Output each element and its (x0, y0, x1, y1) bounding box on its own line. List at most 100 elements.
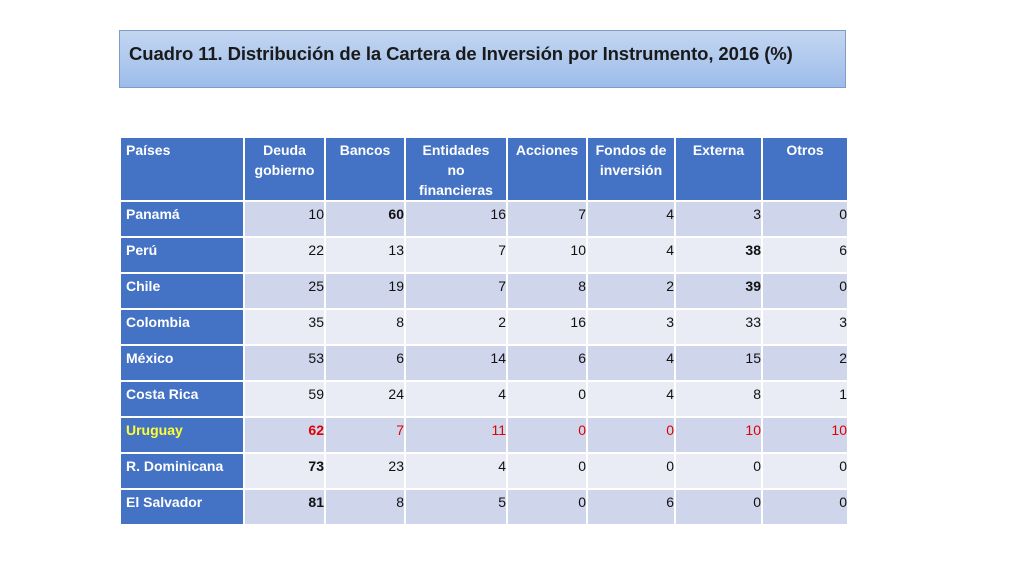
value-cell: 53 (243, 344, 326, 382)
value-cell: 39 (674, 272, 763, 310)
value-cell: 0 (506, 488, 588, 526)
header-line: Deuda (263, 142, 306, 158)
header-bancos: Bancos (324, 136, 406, 202)
country-cell: México (119, 344, 245, 382)
header-otros: Otros (761, 136, 849, 202)
header-line: Acciones (515, 142, 579, 158)
value-cell: 3 (674, 200, 763, 238)
value-cell: 7 (506, 200, 588, 238)
table-row: Chile 25 19 7 8 2 39 0 (119, 272, 849, 310)
value-cell: 0 (506, 380, 588, 418)
value-cell: 6 (586, 488, 676, 526)
value-cell: 7 (404, 236, 508, 274)
value-cell: 3 (761, 308, 849, 346)
country-cell: Costa Rica (119, 380, 245, 418)
value-cell: 24 (324, 380, 406, 418)
value-cell: 0 (586, 416, 676, 454)
country-cell: Chile (119, 272, 245, 310)
value-cell: 0 (761, 452, 849, 490)
value-cell: 10 (506, 236, 588, 274)
value-cell: 4 (586, 200, 676, 238)
table-row: Colombia 35 8 2 16 3 33 3 (119, 308, 849, 346)
value-cell: 8 (324, 488, 406, 526)
value-cell: 7 (324, 416, 406, 454)
value-cell: 11 (404, 416, 508, 454)
table-row: Uruguay 62 7 11 0 0 10 10 (119, 416, 849, 454)
value-cell: 2 (404, 308, 508, 346)
value-cell: 59 (243, 380, 326, 418)
table-row: El Salvador 81 8 5 0 6 0 0 (119, 488, 849, 526)
header-line: Bancos (339, 142, 391, 158)
portfolio-table: Países Deuda gobierno Bancos Entidades n… (119, 136, 849, 526)
value-cell: 14 (404, 344, 508, 382)
value-cell: 19 (324, 272, 406, 310)
header-line: no (447, 162, 465, 178)
value-cell: 6 (506, 344, 588, 382)
value-cell: 0 (586, 452, 676, 490)
value-cell: 0 (506, 416, 588, 454)
country-cell: Perú (119, 236, 245, 274)
value-cell: 0 (674, 488, 763, 526)
value-cell: 1 (761, 380, 849, 418)
value-cell: 5 (404, 488, 508, 526)
header-line: inversión (599, 162, 663, 178)
value-cell: 10 (761, 416, 849, 454)
value-cell: 13 (324, 236, 406, 274)
value-cell: 0 (761, 272, 849, 310)
value-cell: 4 (404, 380, 508, 418)
value-cell: 0 (674, 452, 763, 490)
value-cell: 2 (761, 344, 849, 382)
value-cell: 35 (243, 308, 326, 346)
value-cell: 8 (324, 308, 406, 346)
value-cell: 4 (586, 380, 676, 418)
value-cell: 16 (506, 308, 588, 346)
header-line: gobierno (254, 162, 315, 178)
country-cell: El Salvador (119, 488, 245, 526)
country-cell: Colombia (119, 308, 245, 346)
value-cell: 2 (586, 272, 676, 310)
value-cell: 33 (674, 308, 763, 346)
value-cell: 8 (506, 272, 588, 310)
value-cell: 10 (674, 416, 763, 454)
page-title: Cuadro 11. Distribución de la Cartera de… (129, 43, 793, 64)
header-line: financieras (419, 182, 493, 198)
header-line: Países (126, 142, 171, 158)
header-entidades-no-financieras: Entidades no financieras (404, 136, 508, 202)
table-row: Perú 22 13 7 10 4 38 6 (119, 236, 849, 274)
value-cell: 7 (404, 272, 508, 310)
header-externa: Externa (674, 136, 763, 202)
value-cell: 0 (761, 488, 849, 526)
country-cell: Panamá (119, 200, 245, 238)
table-row: Panamá 10 60 16 7 4 3 0 (119, 200, 849, 238)
table-row: México 53 6 14 6 4 15 2 (119, 344, 849, 382)
value-cell: 0 (761, 200, 849, 238)
country-cell: R. Dominicana (119, 452, 245, 490)
value-cell: 8 (674, 380, 763, 418)
value-cell: 15 (674, 344, 763, 382)
header-paises: Países (119, 136, 245, 202)
value-cell: 10 (243, 200, 326, 238)
value-cell: 4 (586, 236, 676, 274)
value-cell: 81 (243, 488, 326, 526)
value-cell: 6 (324, 344, 406, 382)
value-cell: 25 (243, 272, 326, 310)
value-cell: 3 (586, 308, 676, 346)
value-cell: 16 (404, 200, 508, 238)
table-header-row: Países Deuda gobierno Bancos Entidades n… (119, 136, 849, 202)
value-cell: 22 (243, 236, 326, 274)
header-acciones: Acciones (506, 136, 588, 202)
value-cell: 73 (243, 452, 326, 490)
header-line: Externa (692, 142, 745, 158)
value-cell: 23 (324, 452, 406, 490)
table-row: R. Dominicana 73 23 4 0 0 0 0 (119, 452, 849, 490)
country-cell: Uruguay (119, 416, 245, 454)
title-box: Cuadro 11. Distribución de la Cartera de… (119, 30, 846, 88)
value-cell: 0 (506, 452, 588, 490)
header-line: Otros (786, 142, 824, 158)
header-line: Fondos de (595, 142, 667, 158)
value-cell: 60 (324, 200, 406, 238)
value-cell: 6 (761, 236, 849, 274)
header-fondos-de-inversion: Fondos de inversión (586, 136, 676, 202)
table-row: Costa Rica 59 24 4 0 4 8 1 (119, 380, 849, 418)
table-body: Panamá 10 60 16 7 4 3 0 Perú 22 13 7 10 4 38 6 Chile 25 19… (119, 200, 849, 526)
